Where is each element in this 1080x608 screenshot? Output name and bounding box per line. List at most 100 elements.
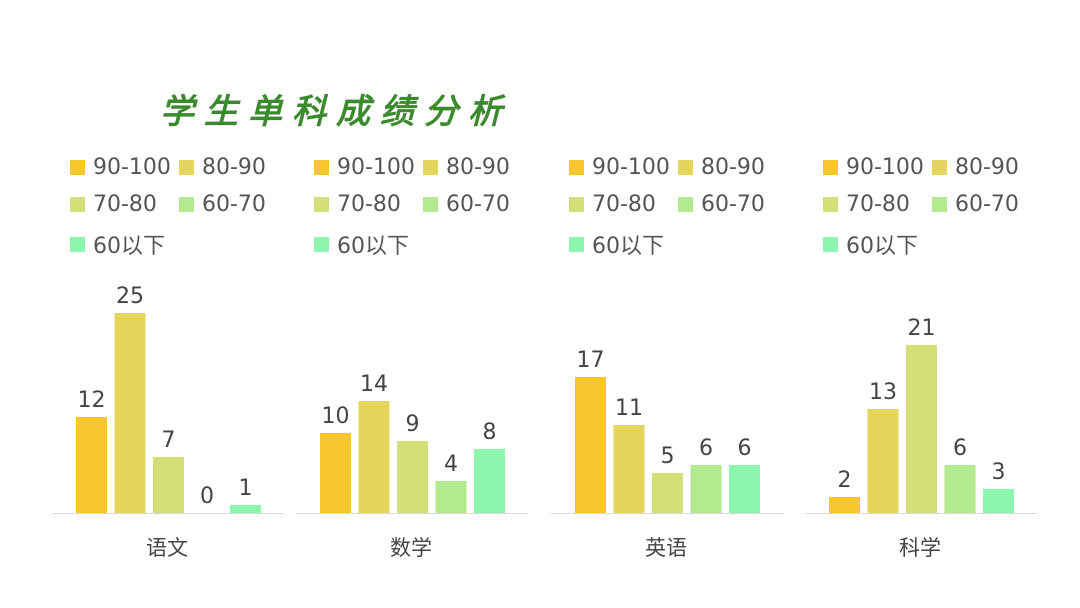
bar <box>829 497 860 513</box>
bar <box>983 489 1014 513</box>
legend-swatch <box>569 197 584 212</box>
legend-label: 70-80 <box>337 192 401 217</box>
data-label: 6 <box>953 436 967 461</box>
legend-label: 70-80 <box>592 192 656 217</box>
data-label: 6 <box>738 436 752 461</box>
legend-item: 90-100 <box>823 155 924 180</box>
legend-label: 60-70 <box>701 192 765 217</box>
legend-label: 90-100 <box>93 155 171 180</box>
data-label: 8 <box>483 420 497 445</box>
legend-item: 60以下 <box>823 228 918 260</box>
legend-label: 80-90 <box>955 155 1019 180</box>
legend-label: 60-70 <box>955 192 1019 217</box>
data-label: 25 <box>116 284 144 309</box>
data-label: 5 <box>661 444 675 469</box>
category-label: 语文 <box>146 536 188 560</box>
bar <box>613 425 645 513</box>
legend-item: 60-70 <box>423 192 510 217</box>
data-label: 7 <box>162 428 176 453</box>
legend-item: 60以下 <box>314 228 409 260</box>
bar-chart: 2 13 21 63 <box>805 316 1037 514</box>
legend-swatch <box>823 236 838 252</box>
data-label: 0 <box>200 484 214 509</box>
bar <box>575 377 606 513</box>
data-label: 11 <box>615 396 643 421</box>
bar <box>397 441 428 513</box>
chart-panel-science: 90-100 80-90 70-80 60-70 60以下 2 13 21 6 3 科学 <box>805 150 1045 570</box>
data-label: 10 <box>322 404 350 429</box>
data-label: 17 <box>577 348 605 373</box>
data-label: 9 <box>406 412 420 437</box>
bar <box>944 465 976 513</box>
legend-swatch <box>70 236 85 252</box>
legend-item: 70-80 <box>569 192 656 217</box>
legend-swatch <box>423 197 438 212</box>
legend-swatch <box>70 197 85 212</box>
legend-item: 70-80 <box>314 192 401 217</box>
legend-label: 60以下 <box>846 234 918 259</box>
legend-label: 60以下 <box>337 234 409 259</box>
legend-item: 80-90 <box>423 155 510 180</box>
legend-item: 90-100 <box>569 155 670 180</box>
data-label: 3 <box>992 460 1006 485</box>
legend-swatch <box>569 236 584 252</box>
bar <box>230 505 261 513</box>
bar <box>320 433 351 513</box>
bar <box>729 465 760 513</box>
legend-swatch <box>179 160 194 175</box>
legend-label: 90-100 <box>846 155 924 180</box>
legend-swatch <box>932 197 947 212</box>
legend-item: 80-90 <box>678 155 765 180</box>
data-label: 4 <box>444 452 458 477</box>
legend-swatch <box>70 160 85 175</box>
category-label: 科学 <box>899 536 941 560</box>
legend-item: 90-100 <box>70 155 171 180</box>
legend-swatch <box>423 160 438 175</box>
legend-label: 70-80 <box>846 192 910 217</box>
bar <box>114 313 146 513</box>
page-title: 学生单科成绩分析 <box>160 92 512 132</box>
legend-item: 90-100 <box>314 155 415 180</box>
data-label: 6 <box>699 436 713 461</box>
legend-item: 60以下 <box>70 228 165 260</box>
legend-label: 80-90 <box>446 155 510 180</box>
legend-label: 90-100 <box>337 155 415 180</box>
legend-item: 80-90 <box>179 155 266 180</box>
data-label: 13 <box>869 380 897 405</box>
legend-swatch <box>179 197 194 212</box>
bar <box>153 457 184 513</box>
legend-swatch <box>823 160 838 175</box>
legend-label: 60以下 <box>93 234 165 259</box>
legend-swatch <box>314 160 329 175</box>
bar <box>690 465 722 513</box>
legend-swatch <box>314 197 329 212</box>
data-label: 21 <box>908 316 936 341</box>
data-label: 2 <box>838 468 852 493</box>
legend-item: 60-70 <box>179 192 266 217</box>
bar <box>435 481 467 513</box>
chart-panel-english: 90-100 80-90 70-80 60-70 60以下 17 11 5 6 6 英语 <box>551 150 791 570</box>
legend-label: 90-100 <box>592 155 670 180</box>
legend-item: 60-70 <box>932 192 1019 217</box>
data-label: 14 <box>360 372 388 397</box>
bar-chart: 12 25 7 0 1 <box>52 284 284 514</box>
bar <box>474 449 505 513</box>
legend-swatch <box>314 236 329 252</box>
legend-item: 60-70 <box>678 192 765 217</box>
bar <box>76 417 107 513</box>
chart-panel-math: 90-100 80-90 70-80 60-70 60以下 10 14 9 4 8 数学 <box>296 150 536 570</box>
legend-label: 60-70 <box>202 192 266 217</box>
bar <box>652 473 683 513</box>
legend-swatch <box>678 197 693 212</box>
bar <box>358 401 390 513</box>
legend-item: 60以下 <box>569 228 664 260</box>
data-label: 1 <box>239 476 253 501</box>
legend-swatch <box>678 160 693 175</box>
legend-label: 70-80 <box>93 192 157 217</box>
legend-swatch <box>932 160 947 175</box>
category-label: 英语 <box>645 536 687 560</box>
bar <box>867 409 899 513</box>
legend-label: 60-70 <box>446 192 510 217</box>
legend-label: 80-90 <box>202 155 266 180</box>
